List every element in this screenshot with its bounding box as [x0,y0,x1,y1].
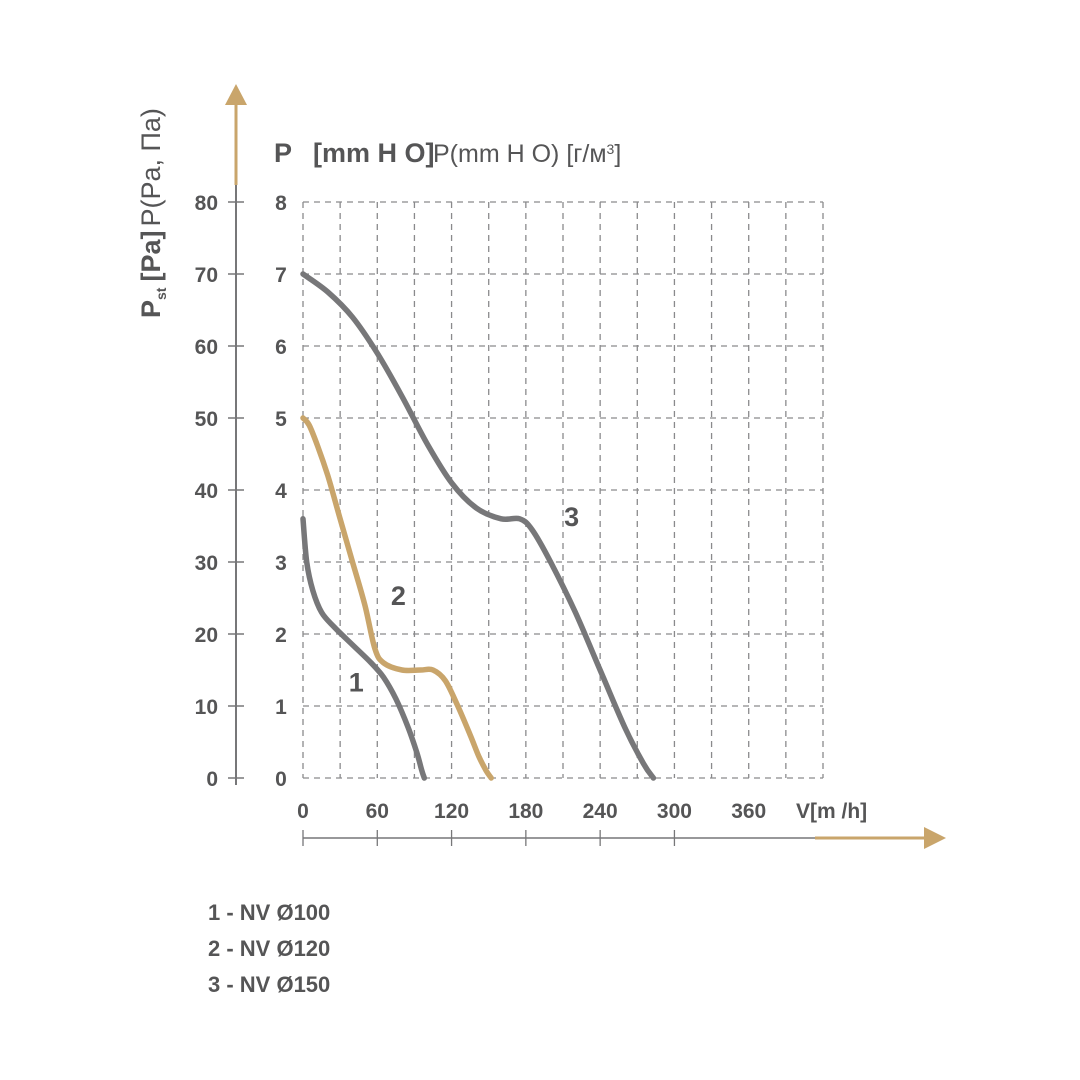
mm-tick-label: 4 [275,480,287,503]
axes [225,84,946,849]
curve-label-3: 3 [564,502,579,532]
legend-item-2: 2 - NV Ø120 [208,936,331,961]
mm-tick-label: 8 [275,192,287,215]
header-unit-light: P(mm H O) [г/м3] [433,140,621,168]
y-label-pa-light: P(Pa, Па) [136,108,166,226]
header-unit-light-main: P(mm H O) [г/м [433,140,607,168]
mm-tick-label: 2 [275,624,287,647]
x-tick-label: 360 [731,800,766,823]
pa-axis-arrowhead [225,84,247,105]
series-line-1 [300,516,428,781]
mm-tick-label: 7 [275,264,287,287]
header-unit-light-close: ] [614,140,621,168]
x-tick-label: 60 [366,800,389,823]
y-axis-label: Pst [Pa] P(Pa, Па) [136,108,169,318]
pa-tick-label: 70 [195,264,218,287]
pa-tick-label: 0 [206,768,218,791]
curve-labels: 1 2 3 [349,502,579,698]
grid-lines [302,201,824,779]
x-tick-label: 120 [434,800,469,823]
pa-tick-label: 20 [195,624,218,647]
header-p: P [274,138,292,168]
pa-tick-label: 50 [195,408,218,431]
mm-tick-label: 1 [275,696,287,719]
mm-tick-label: 0 [275,768,287,791]
pa-tick-label: 10 [195,696,218,719]
mm-tick-label: 3 [275,552,287,575]
x-tick-label: 300 [657,800,692,823]
series-lines [300,271,657,781]
x-axis-label: V[m /h] [796,800,867,823]
pa-tick-label: 60 [195,336,218,359]
x-tick-label: 0 [297,800,309,823]
curve-label-2: 2 [391,581,406,611]
series-line-3 [300,271,657,781]
pa-tick-label: 40 [195,480,218,503]
header-unit-bold: [mm H O] [313,138,435,168]
x-tick-label: 180 [508,800,543,823]
mm-tick-label: 6 [275,336,287,359]
curve-label-1: 1 [349,668,364,698]
y-label-pa-bold: [Pa] [136,231,166,282]
y-label-st: st [153,287,169,300]
header-unit-light-sup: 3 [607,141,615,157]
legend-item-1: 1 - NV Ø100 [208,900,331,925]
mm-tick-label: 5 [275,408,287,431]
pa-tick-label: 80 [195,192,218,215]
y-label-p: P [136,300,166,318]
x-axis-arrowhead [924,827,946,849]
x-tick-label: 240 [583,800,618,823]
legend-item-3: 3 - NV Ø150 [208,972,331,997]
pa-tick-label: 30 [195,552,218,575]
series-line-2 [300,415,494,781]
